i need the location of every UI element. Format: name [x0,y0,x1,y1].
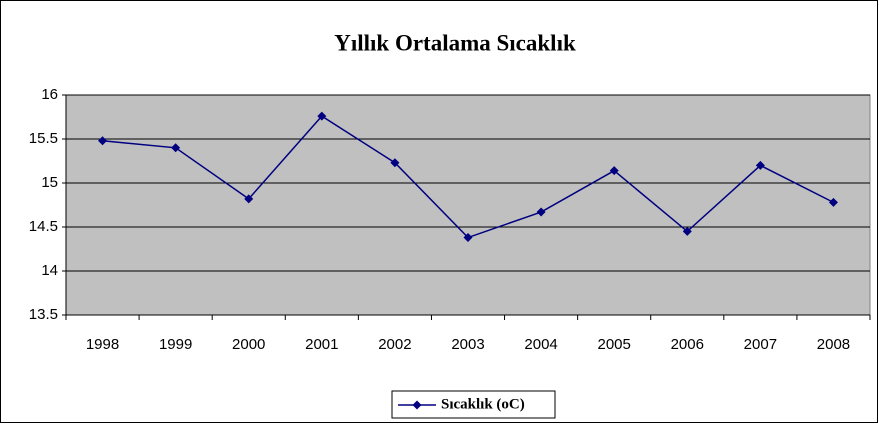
point-marker [755,160,765,170]
point-marker [390,158,400,168]
point-marker [463,233,473,243]
x-tick-label: 2006 [671,336,704,353]
x-tick-label: 2008 [817,336,850,353]
point-marker [536,207,546,217]
x-tick-label: 2004 [524,336,557,353]
x-tick-label: 2005 [597,336,630,353]
point-marker [244,194,254,204]
y-tick-label: 15.5 [29,130,58,147]
legend-label: Sıcaklık (oC) [441,396,525,412]
chart-title: Yıllık Ortalama Sıcaklık [334,30,576,55]
x-tick-label: 1998 [86,336,119,353]
legend-marker [412,400,422,410]
x-tick-label: 2002 [378,336,411,353]
x-tick-label: 2001 [305,336,338,353]
y-tick-label: 14.5 [29,218,58,235]
x-tick-label: 2007 [744,336,777,353]
legend: Sıcaklık (oC) [391,390,556,419]
point-marker [98,136,108,146]
point-marker [171,143,181,153]
point-marker [317,111,327,121]
y-tick-label: 14 [41,262,58,279]
point-marker [609,166,619,176]
y-tick-label: 15 [41,174,58,191]
x-tick-label: 1999 [159,336,192,353]
y-tick-label: 13.5 [29,306,58,323]
plot-area [65,94,871,316]
y-tick-label: 16 [41,86,58,103]
x-tick-label: 2000 [232,336,265,353]
point-marker [828,197,838,207]
point-marker [682,226,692,236]
x-tick-label: 2003 [451,336,484,353]
